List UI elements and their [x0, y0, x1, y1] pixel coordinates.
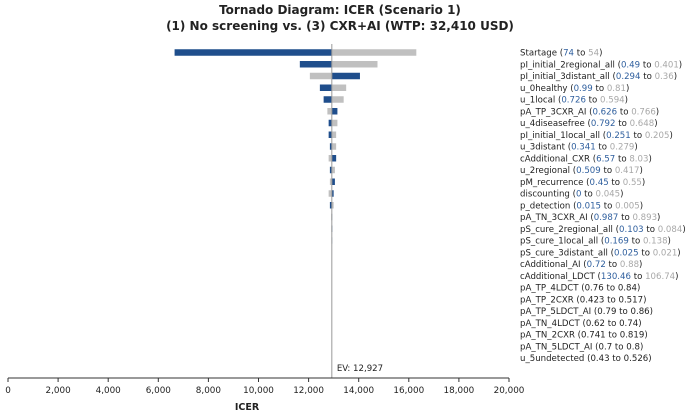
param-label-3: u_0healthy (0.99 to 0.81) [520, 84, 629, 94]
bar-high-2 [309, 72, 332, 80]
bar-low-8 [329, 143, 332, 150]
param-label-5: pA_TP_3CXR_AI (0.626 to 0.766) [520, 107, 659, 117]
x-axis: 0 2,000 4,000 6,000 8,000 10,000 12,000 14,000 1… [5, 377, 525, 396]
chart-title-line-1: Tornado Diagram: ICER (Scenario 1) [219, 3, 461, 17]
bar-low-12 [331, 190, 334, 197]
parameter-labels: Startage (74 to 54)pI_initial_2regional_… [520, 49, 685, 365]
param-label-11: pM_recurrence (0.45 to 0.55) [520, 178, 645, 188]
param-label-20: pA_TP_4LDCT (0.76 to 0.84) [520, 284, 640, 294]
param-label-8: u_3distant (0.341 to 0.279) [520, 143, 638, 153]
bar-low-1 [299, 61, 332, 68]
x-tick-label-10: 20,000 [494, 386, 525, 396]
x-tick-label-0: 0 [5, 386, 11, 396]
bar-high-4 [331, 96, 344, 103]
bar-low-10 [329, 166, 332, 174]
bar-high-6 [331, 119, 338, 127]
param-label-1: pI_initial_2regional_all (0.49 to 0.401) [520, 60, 682, 70]
bar-high-1 [331, 61, 378, 68]
bar-low-5 [331, 108, 338, 115]
param-label-25: pA_TN_5LDCT_AI (0.7 to 0.8) [520, 342, 643, 352]
param-label-10: u_2regional (0.509 to 0.417) [520, 166, 643, 176]
param-label-6: u_4diseasefree (0.792 to 0.648) [520, 119, 658, 129]
param-label-24: pA_TN_2CXR (0.741 to 0.819) [520, 331, 648, 341]
param-label-2: pI_initial_3distant_all (0.294 to 0.36) [520, 72, 677, 82]
bar-low-11 [331, 178, 335, 185]
bar-low-7 [328, 131, 332, 138]
bar-low-0 [174, 49, 332, 56]
bar-high-7 [331, 131, 337, 138]
x-tick-label-9: 18,000 [444, 386, 475, 396]
bar-high-10 [331, 166, 335, 174]
bar-low-13 [329, 202, 332, 209]
param-label-16: pS_cure_1local_all (0.169 to 0.138) [520, 237, 671, 247]
bar-low-2 [331, 72, 360, 80]
param-label-26: u_5undetected (0.43 to 0.526) [520, 354, 652, 364]
bar-high-5 [327, 108, 332, 115]
x-tick-label-6: 12,000 [293, 386, 324, 396]
x-tick-label-8: 16,000 [393, 386, 424, 396]
param-label-15: pS_cure_2regional_all (0.103 to 0.084) [520, 225, 685, 235]
chart-title-line-2: (1) No screening vs. (3) CXR+AI (WTP: 32… [166, 19, 514, 33]
param-label-21: pA_TP_2CXR (0.423 to 0.517) [520, 295, 646, 305]
x-tick-label-7: 14,000 [343, 386, 374, 396]
bar-low-3 [319, 84, 332, 91]
x-tick-label-1: 2,000 [46, 386, 72, 396]
ev-label: EV: 12,927 [337, 364, 383, 374]
bar-low-6 [328, 119, 332, 127]
bar-high-8 [331, 143, 337, 150]
bar-high-13 [331, 202, 334, 209]
bar-high-3 [331, 84, 347, 91]
x-tick-label-4: 8,000 [196, 386, 222, 396]
param-label-7: pI_initial_1local_all (0.251 to 0.205) [520, 131, 673, 141]
param-label-19: cAdditional_LDCT (130.46 to 106.74) [520, 272, 679, 282]
bar-high-11 [329, 178, 332, 185]
x-tick-label-5: 10,000 [243, 386, 274, 396]
bar-low-9 [331, 155, 337, 162]
param-label-18: cAdditional_AI (0.72 to 0.88) [520, 260, 642, 270]
param-label-9: cAdditional_CXR (6.57 to 8.03) [520, 154, 652, 164]
param-label-22: pA_TP_5LDCT_AI (0.79 to 0.86) [520, 307, 653, 317]
bars-layer [174, 49, 417, 256]
param-label-4: u_1local (0.726 to 0.594) [520, 96, 628, 106]
param-label-17: pS_cure_3distant_all (0.025 to 0.021) [520, 248, 681, 258]
x-axis-title: ICER [235, 402, 260, 413]
param-label-14: pA_TN_3CXR_AI (0.987 to 0.893) [520, 213, 660, 223]
bar-high-12 [328, 190, 332, 197]
bar-high-9 [328, 155, 332, 162]
x-tick-label-2: 4,000 [96, 386, 122, 396]
bar-high-0 [331, 49, 417, 56]
bar-low-4 [323, 96, 332, 103]
param-label-23: pA_TN_4LDCT (0.62 to 0.74) [520, 319, 642, 329]
param-label-0: Startage (74 to 54) [520, 49, 602, 59]
x-tick-label-3: 6,000 [146, 386, 172, 396]
param-label-12: discounting (0 to 0.045) [520, 190, 623, 200]
param-label-13: p_detection (0.015 to 0.005) [520, 201, 643, 211]
